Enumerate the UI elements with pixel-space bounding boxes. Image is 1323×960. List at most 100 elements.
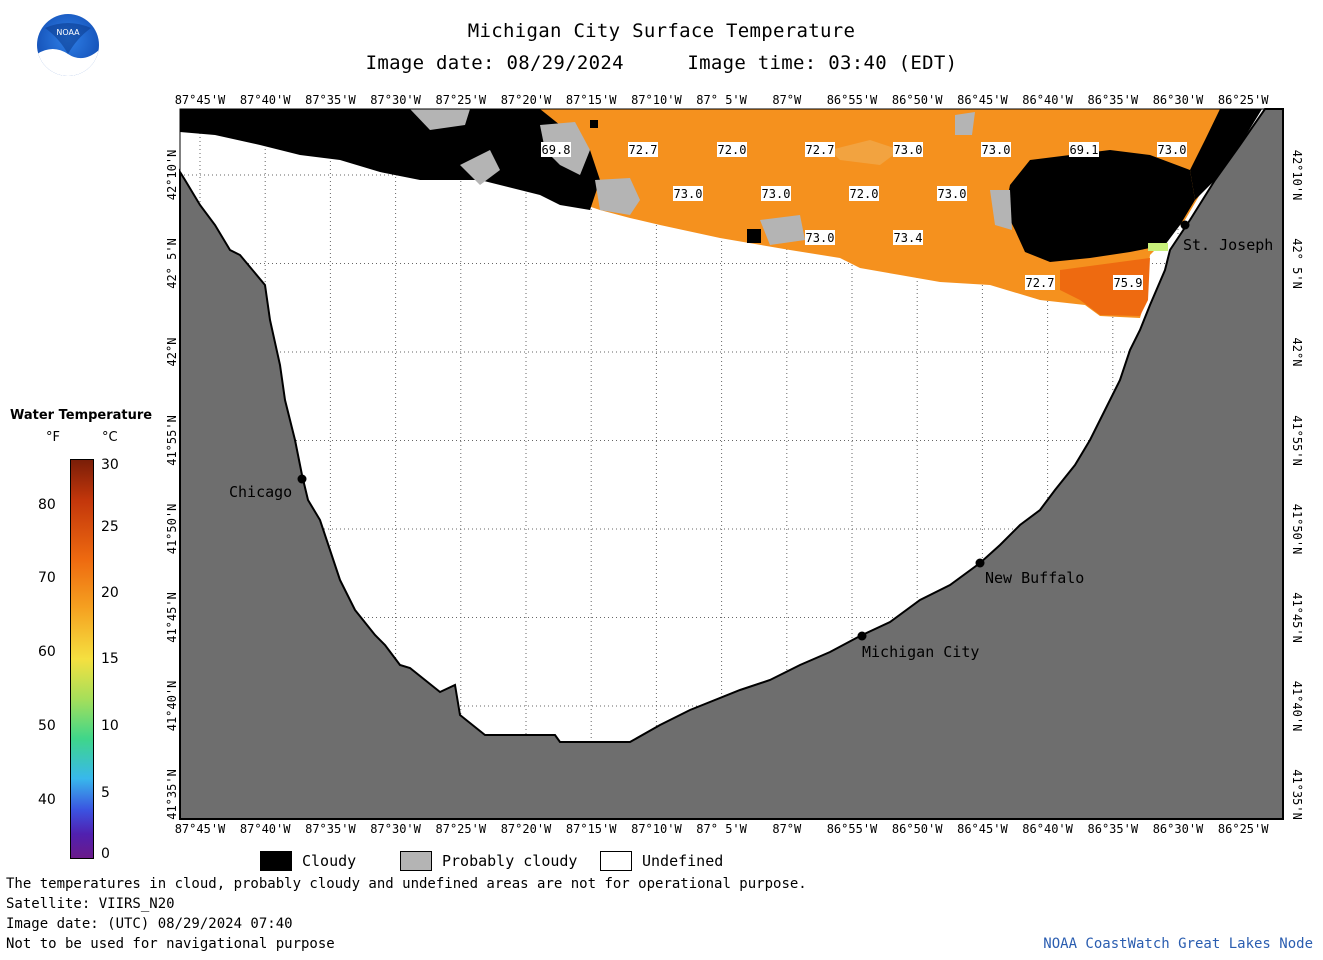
city-marker xyxy=(857,631,867,641)
contour-label: 69.1 xyxy=(1070,143,1099,157)
lat-label-left: 41°40'N xyxy=(165,681,179,732)
lon-label-top: 86°45'W xyxy=(957,93,1008,107)
lat-label-right: 42°10'N xyxy=(1290,150,1304,201)
lon-label-bottom: 87°45'W xyxy=(175,822,226,836)
legend-cloudy: Cloudy xyxy=(260,850,356,872)
cloudy-swatch xyxy=(260,851,292,871)
scale-tick-f: 60 xyxy=(38,644,56,660)
contour-label: 73.0 xyxy=(762,187,791,201)
probably-cloudy-patch xyxy=(955,112,975,135)
lon-label-bottom: 87°15'W xyxy=(566,822,617,836)
image-date-time: Image date: 08/29/2024 Image time: 03:40… xyxy=(0,52,1323,74)
legend-undefined: Undefined xyxy=(600,850,723,872)
lon-label-bottom: 87°10'W xyxy=(631,822,682,836)
contour-label: 75.9 xyxy=(1114,276,1143,290)
legend-probably-cloudy-label: Probably cloudy xyxy=(442,852,578,870)
unit-c: °C xyxy=(102,430,118,445)
lat-label-right: 41°35'N xyxy=(1290,769,1304,820)
cloudy-area-east xyxy=(1005,150,1195,262)
lon-label-top: 87°W xyxy=(772,93,802,107)
cloudy-pixel xyxy=(747,229,761,243)
hot-water-area xyxy=(1060,258,1150,316)
unit-f: °F xyxy=(46,430,60,445)
contour-label-bg xyxy=(1025,275,1055,290)
warm-patch xyxy=(830,140,900,165)
lon-label-top: 87°40'W xyxy=(240,93,291,107)
contour-label-bg xyxy=(541,142,571,157)
temperature-colorbar xyxy=(70,459,94,859)
lon-label-bottom: 86°30'W xyxy=(1153,822,1204,836)
city-marker xyxy=(975,558,985,568)
lon-label-top: 87°45'W xyxy=(175,93,226,107)
lat-label-right: 41°55'N xyxy=(1290,415,1304,466)
cloudy-area-northeast xyxy=(1190,109,1262,200)
contour-label: 73.0 xyxy=(894,143,923,157)
scale-tick-f: 70 xyxy=(38,570,56,586)
contour-label-bg xyxy=(937,186,967,201)
lat-label-left: 41°35'N xyxy=(165,769,179,820)
scale-tick-f: 40 xyxy=(38,792,56,808)
lat-label-right: 42°N xyxy=(1290,338,1304,367)
contour-label: 73.0 xyxy=(674,187,703,201)
scale-tick-c: 10 xyxy=(101,718,119,734)
legend-probably-cloudy: Probably cloudy xyxy=(400,850,577,872)
scale-title: Water Temperature xyxy=(10,408,153,423)
scale-tick-c: 20 xyxy=(101,585,119,601)
lon-label-bottom: 86°25'W xyxy=(1218,822,1269,836)
lon-label-bottom: 86°45'W xyxy=(957,822,1008,836)
lat-label-right: 42° 5'N xyxy=(1290,238,1304,289)
harbor-warm-pixel xyxy=(1148,243,1168,251)
footer-disclaimer: Not to be used for navigational purpose xyxy=(6,936,335,952)
cloudy-area-west xyxy=(180,109,600,210)
contour-label-bg xyxy=(673,186,703,201)
contour-label: 72.7 xyxy=(629,143,658,157)
lat-label-left: 41°55'N xyxy=(165,415,179,466)
logo-text: NOAA xyxy=(56,28,80,37)
city-label: New Buffalo xyxy=(985,569,1084,587)
lat-label-right: 41°50'N xyxy=(1290,504,1304,555)
footer-note: The temperatures in cloud, probably clou… xyxy=(6,876,807,892)
contour-label-bg xyxy=(1069,142,1099,157)
lon-label-top: 87°25'W xyxy=(436,93,487,107)
lon-label-bottom: 87°25'W xyxy=(436,822,487,836)
lat-label-left: 42°10'N xyxy=(165,150,179,201)
lon-label-bottom: 86°50'W xyxy=(892,822,943,836)
contour-label: 72.7 xyxy=(1026,276,1055,290)
lon-label-bottom: 87°35'W xyxy=(305,822,356,836)
contour-label-bg xyxy=(628,142,658,157)
footer-image-date: Image date: (UTC) 08/29/2024 07:40 xyxy=(6,916,293,932)
contour-label-bg xyxy=(805,142,835,157)
image-time-label: Image time: 03:40 (EDT) xyxy=(687,52,958,74)
lon-label-bottom: 86°40'W xyxy=(1022,822,1073,836)
scale-tick-c: 25 xyxy=(101,519,119,535)
contour-label-bg xyxy=(893,230,923,245)
contour-label: 72.7 xyxy=(806,143,835,157)
lon-label-bottom: 86°35'W xyxy=(1088,822,1139,836)
lon-label-bottom: 87°40'W xyxy=(240,822,291,836)
lon-label-top: 86°55'W xyxy=(827,93,878,107)
contour-label: 73.0 xyxy=(806,231,835,245)
city-label: St. Joseph xyxy=(1183,236,1273,254)
lon-label-bottom: 87°20'W xyxy=(501,822,552,836)
lon-label-top: 87° 5'W xyxy=(696,93,747,107)
legend-cloudy-label: Cloudy xyxy=(302,852,357,870)
probably-cloudy-swatch xyxy=(400,851,432,871)
probably-cloudy-patch xyxy=(990,190,1012,230)
lon-label-bottom: 87°30'W xyxy=(370,822,421,836)
map-frame xyxy=(179,108,1284,820)
lon-label-top: 86°40'W xyxy=(1022,93,1073,107)
scale-tick-f: 80 xyxy=(38,497,56,513)
footer-credit: NOAA CoastWatch Great Lakes Node xyxy=(1043,936,1313,952)
lon-label-top: 86°30'W xyxy=(1153,93,1204,107)
lon-label-bottom: 86°55'W xyxy=(827,822,878,836)
scale-tick-c: 30 xyxy=(101,457,119,473)
lat-label-left: 42°N xyxy=(165,338,179,367)
probably-cloudy-patch xyxy=(460,150,500,185)
contour-label-bg xyxy=(1157,142,1187,157)
lat-label-left: 41°45'N xyxy=(165,592,179,643)
probably-cloudy-patch xyxy=(410,109,470,130)
contour-label: 73.4 xyxy=(894,231,923,245)
city-marker xyxy=(1180,220,1190,230)
lon-label-top: 87°15'W xyxy=(566,93,617,107)
